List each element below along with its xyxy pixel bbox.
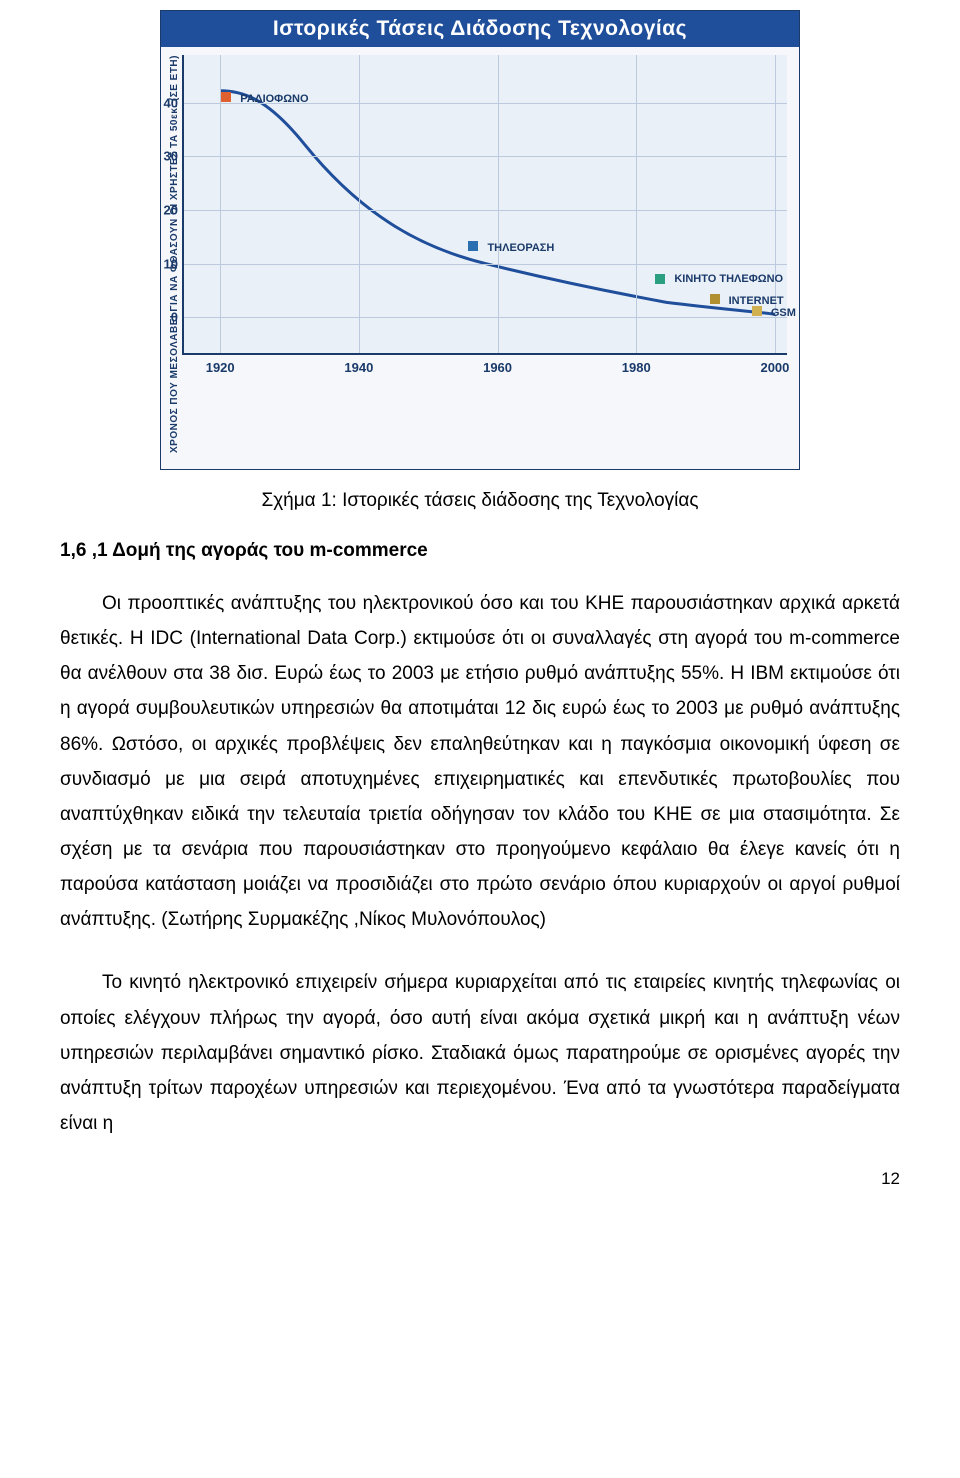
chart-marker-mobile bbox=[655, 274, 665, 284]
chart-gridline-vertical bbox=[498, 55, 499, 353]
chart-gridline-vertical bbox=[359, 55, 360, 353]
chart-marker-label-radio: ΡΑΔΙΟΦΩΝΟ bbox=[240, 93, 308, 105]
chart-gridline-horizontal bbox=[184, 264, 787, 265]
chart-ytick-label: 30 bbox=[154, 149, 178, 164]
chart-xtick-label: 1980 bbox=[622, 360, 651, 375]
paragraph-2: Το κινητό ηλεκτρονικό επιχειρείν σήμερα … bbox=[60, 965, 900, 1141]
chart-ytick-label: 0 bbox=[154, 310, 178, 325]
chart-plot-area: 01020304019201940196019802000ΡΑΔΙΟΦΩΝΟΤΗ… bbox=[182, 55, 787, 355]
chart-marker-tv bbox=[468, 241, 478, 251]
paragraph-2-text: Το κινητό ηλεκτρονικό επιχειρείν σήμερα … bbox=[60, 972, 900, 1134]
paragraph-1-text: Οι προοπτικές ανάπτυξης του ηλεκτρονικού… bbox=[60, 593, 900, 930]
chart-marker-label-tv: ΤΗΛΕΟΡΑΣΗ bbox=[487, 242, 554, 254]
chart-ytick-label: 40 bbox=[154, 95, 178, 110]
chart-title: Ιστορικές Τάσεις Διάδοσης Τεχνολογίας bbox=[161, 11, 799, 47]
chart-ytick-label: 20 bbox=[154, 202, 178, 217]
chart-gridline-horizontal bbox=[184, 210, 787, 211]
figure-caption: Σχήμα 1: Ιστορικές τάσεις διάδοσης της Τ… bbox=[60, 490, 900, 512]
chart-container: Ιστορικές Τάσεις Διάδοσης Τεχνολογίας ΧΡ… bbox=[160, 10, 800, 470]
chart-xtick-label: 1960 bbox=[483, 360, 512, 375]
section-heading: 1,6 ,1 Δομή της αγοράς του m-commerce bbox=[60, 540, 900, 562]
chart-gridline-horizontal bbox=[184, 317, 787, 318]
chart-ytick-label: 10 bbox=[154, 256, 178, 271]
chart-xtick-label: 1940 bbox=[344, 360, 373, 375]
chart-xtick-label: 1920 bbox=[206, 360, 235, 375]
chart-marker-radio bbox=[221, 92, 231, 102]
paragraph-1: Οι προοπτικές ανάπτυξης του ηλεκτρονικού… bbox=[60, 586, 900, 937]
page-number: 12 bbox=[60, 1169, 900, 1189]
chart-marker-internet bbox=[710, 294, 720, 304]
chart-marker-label-mobile: ΚΙΝΗΤΟ ΤΗΛΕΦΩΝΟ bbox=[674, 273, 783, 285]
chart-y-axis-label: ΧΡΟΝΟΣ ΠΟΥ ΜΕΣΟΛΑΒΕΙ ΓΙΑ ΝΑ ΦΘΑΣΟΥΝ ΟΙ Χ… bbox=[167, 55, 182, 453]
chart-gridline-vertical bbox=[636, 55, 637, 353]
chart-xtick-label: 2000 bbox=[760, 360, 789, 375]
chart-marker-gsm bbox=[752, 306, 762, 316]
chart-marker-label-gsm: GSM bbox=[771, 307, 796, 319]
chart-gridline-horizontal bbox=[184, 156, 787, 157]
